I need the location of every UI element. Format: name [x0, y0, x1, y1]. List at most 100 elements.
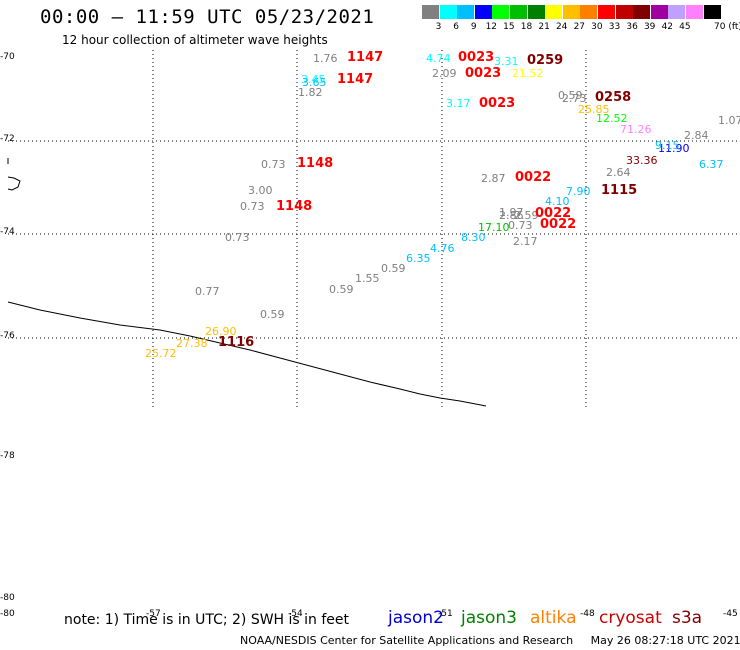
wave-height-value: 4.76 — [430, 242, 455, 255]
lat-label-78: -78 — [0, 451, 15, 461]
legend-bin-label: 33 — [608, 22, 621, 32]
wave-height-value: 3.65 — [302, 76, 327, 89]
legend-swatch — [686, 5, 703, 19]
wave-height-value: 0.59 — [381, 262, 406, 275]
wave-height-value: 2.64 — [606, 166, 631, 179]
wave-height-value: 8.30 — [461, 231, 486, 244]
pass-time-label: 1147 — [337, 72, 374, 87]
wave-height-value: 0.59 — [260, 308, 285, 321]
pass-time-label: 0022 — [535, 206, 572, 221]
wave-height-value: 1.82 — [298, 86, 323, 99]
page-title: 00:00 – 11:59 UTC 05/23/2021 — [40, 6, 375, 28]
pass-time-label: 0023 — [465, 66, 502, 81]
legend-bin-label: 24 — [555, 22, 568, 32]
legend-bin-label: 36 — [626, 22, 638, 32]
wave-height-value: 2.87 — [481, 172, 506, 185]
lon-label-48: -48 — [580, 609, 595, 619]
legend-swatch — [668, 5, 686, 19]
legend-swatch — [545, 5, 563, 19]
pass-time-label: 1148 — [297, 156, 334, 171]
pass-time-label: 1147 — [347, 50, 384, 65]
wave-height-value: 6.35 — [406, 252, 431, 265]
legend-bin-label: 18 — [520, 22, 533, 32]
wave-height-value: 1.07 — [718, 114, 740, 127]
wave-height-value: 2.86 — [499, 209, 524, 222]
footer-note: note: 1) Time is in UTC; 2) SWH is in fe… — [64, 612, 350, 628]
credit-text: NOAA/NESDIS Center for Satellite Applica… — [240, 634, 574, 647]
legend-bin-label: 30 — [591, 22, 603, 32]
legend-bin-label: 3 — [435, 22, 442, 32]
lat-label-80b: -80 — [0, 609, 15, 619]
legend-bin-label: 12 — [485, 22, 498, 32]
wave-height-value: 33.36 — [626, 154, 658, 167]
wave-height-value: 3.45 — [301, 73, 326, 86]
wave-height-value: 71.26 — [620, 123, 652, 136]
wave-height-value: 25.72 — [145, 347, 177, 360]
satellite-s3a: s3a — [672, 608, 703, 628]
wave-height-value: 3.00 — [248, 184, 273, 197]
wave-height-value: 0.73 — [240, 200, 265, 213]
wave-height-value: 0.77 — [195, 285, 220, 298]
legend-swatch — [457, 5, 475, 19]
legend-bin-label: 21 — [538, 22, 550, 32]
lon-label-45: -45 — [723, 609, 738, 619]
wave-height-value: 1.55 — [355, 272, 380, 285]
satellite-jason3: jason3 — [461, 608, 517, 628]
legend-bin-label: 27 — [573, 22, 586, 32]
lat-label-80a: -80 — [0, 593, 15, 603]
pass-time-label: 1148 — [276, 199, 313, 214]
legend-swatch — [580, 5, 598, 19]
wave-height-value: 0.59 — [558, 89, 583, 102]
legend-swatch — [474, 5, 492, 19]
legend-swatch — [703, 5, 721, 19]
wave-height-value: 26.90 — [205, 325, 237, 338]
legend-bin-label: 6 — [453, 22, 459, 32]
legend-swatch — [510, 5, 527, 19]
satellite-jason2: jason2 — [388, 608, 444, 628]
pass-time-label: 0258 — [595, 90, 632, 105]
legend-bin-label: 42 — [661, 22, 674, 32]
legend-bin-label: 15 — [503, 22, 515, 32]
wave-height-value: 25.85 — [578, 103, 610, 116]
wave-height-value: 12.52 — [596, 112, 628, 125]
credit-timestamp: May 26 08:27:18 UTC 2021 — [590, 634, 740, 647]
wave-height-value: 17.10 — [478, 221, 510, 234]
wave-height-value: 9.15 — [655, 139, 680, 152]
footer-credit: NOAA/NESDIS Center for Satellite Applica… — [240, 634, 740, 647]
pass-time-label: 0023 — [458, 50, 495, 65]
pass-time-label: 0022 — [540, 217, 577, 232]
wave-height-value: 1.97 — [499, 206, 524, 219]
wave-height-value: 4.74 — [426, 52, 451, 65]
lon-label-51: -51 — [438, 609, 453, 619]
wave-height-value: 6.37 — [699, 158, 724, 171]
legend-swatch — [527, 5, 545, 19]
legend-bin-label: 9 — [470, 22, 477, 32]
wave-height-value: 2.73 — [562, 92, 587, 105]
lat-label-70: -70 — [0, 52, 15, 62]
wave-height-value: 3.17 — [446, 97, 471, 110]
legend-swatch — [492, 5, 510, 19]
pass-time-label: 1115 — [601, 183, 638, 198]
wave-height-value: 0.59 — [329, 283, 354, 296]
lat-label-76: -76 — [0, 331, 15, 341]
legend-swatch — [439, 5, 457, 19]
legend-unit-label: 70 (ft) — [714, 22, 740, 32]
lon-label-57: -57 — [146, 609, 161, 619]
pass-time-label: 0259 — [527, 53, 564, 68]
wave-height-value: 2.59 — [514, 209, 539, 222]
legend-swatch — [633, 5, 651, 19]
legend-swatch — [615, 5, 633, 19]
lat-label-72: -72 — [0, 134, 15, 144]
wave-height-value: 21.52 — [512, 67, 544, 80]
lon-label-54: -54 — [288, 609, 303, 619]
wave-height-value: 27.38 — [176, 337, 208, 350]
legend-swatch — [562, 5, 580, 19]
antarctic-coastline — [7, 301, 487, 407]
wave-height-value: 2.09 — [432, 67, 457, 80]
legend-swatch — [650, 5, 668, 19]
pass-time-label: 0022 — [515, 170, 552, 185]
wave-height-value: 2.17 — [513, 235, 538, 248]
legend-swatch — [422, 5, 439, 19]
wave-height-value: 3.31 — [494, 55, 519, 68]
